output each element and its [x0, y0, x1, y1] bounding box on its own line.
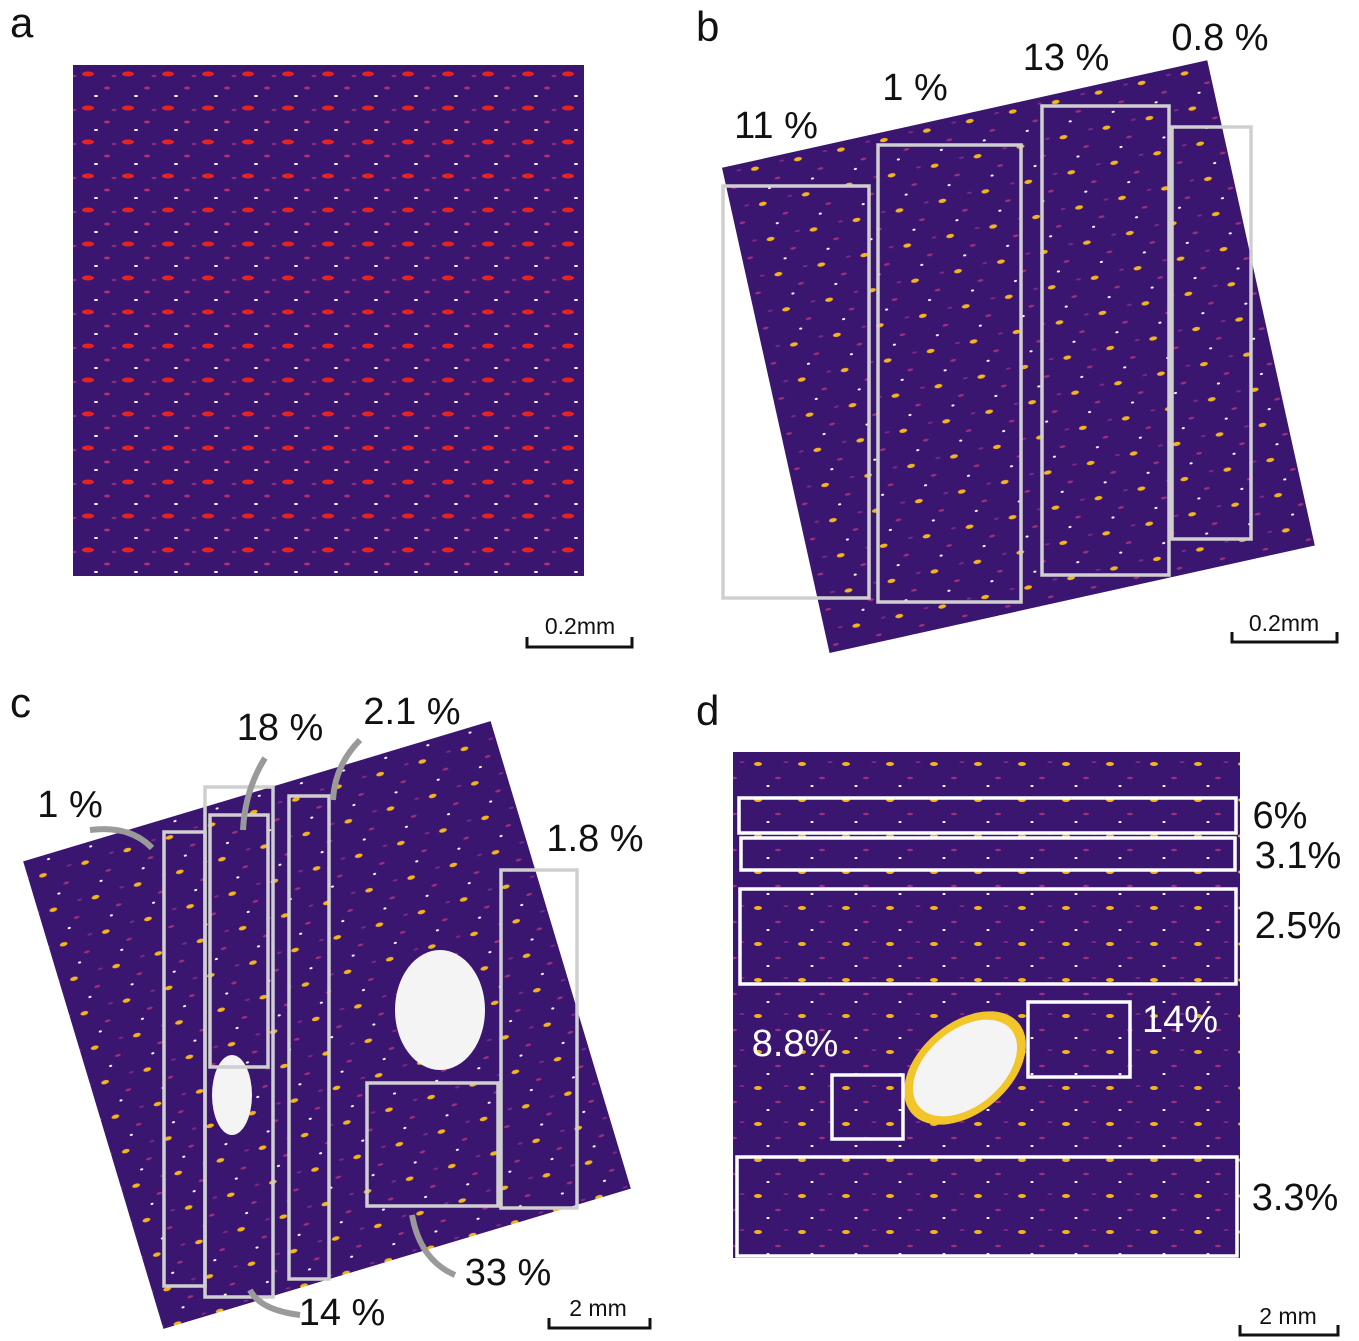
scale-bar-label: 2 mm	[569, 1295, 627, 1321]
white-inclusion	[395, 950, 485, 1070]
panel-label: b	[696, 3, 719, 50]
annotation: 1 %	[37, 784, 102, 826]
panel-d: d 6% 3.1% 2.5% 8.8% 14% 3.3% 2 mm	[696, 687, 1341, 1335]
micrograph	[73, 65, 584, 576]
annotation: 2.5%	[1255, 905, 1342, 947]
annotation: 14 %	[299, 1292, 386, 1334]
annotation: 1.8 %	[546, 818, 643, 860]
micrograph	[23, 721, 631, 1329]
annotation: 2.1 %	[363, 691, 460, 733]
scale-bar-label: 0.2mm	[545, 613, 615, 639]
panel-label: d	[696, 687, 719, 734]
annotation: 13 %	[1023, 37, 1110, 79]
panel-label: c	[10, 679, 31, 726]
figure: a 0.2mm b 11 % 1 % 13 % 0.8 % 0.2mm c	[0, 0, 1359, 1341]
scale-bar-label: 0.2mm	[1249, 610, 1319, 636]
panel-c: c 1 % 18 % 2.1 % 1.8 % 33 % 14 % 2 mm	[10, 679, 650, 1334]
annotation: 18 %	[237, 707, 324, 749]
annotation: 0.8 %	[1171, 17, 1268, 59]
scale-bar-label: 2 mm	[1259, 1303, 1317, 1329]
annotation: 3.3%	[1252, 1177, 1339, 1219]
annotation: 1 %	[882, 67, 947, 109]
panel-a: a 0.2mm	[10, 0, 632, 647]
annotation: 6%	[1253, 795, 1308, 837]
panel-b: b 11 % 1 % 13 % 0.8 % 0.2mm	[696, 3, 1337, 653]
annotation: 8.8%	[752, 1023, 839, 1065]
annotation: 11 %	[734, 105, 818, 147]
annotation: 33 %	[465, 1252, 552, 1294]
micrograph	[722, 60, 1315, 653]
annotation: 14%	[1142, 999, 1218, 1041]
annotation: 3.1%	[1255, 835, 1342, 877]
panel-label: a	[10, 0, 34, 46]
